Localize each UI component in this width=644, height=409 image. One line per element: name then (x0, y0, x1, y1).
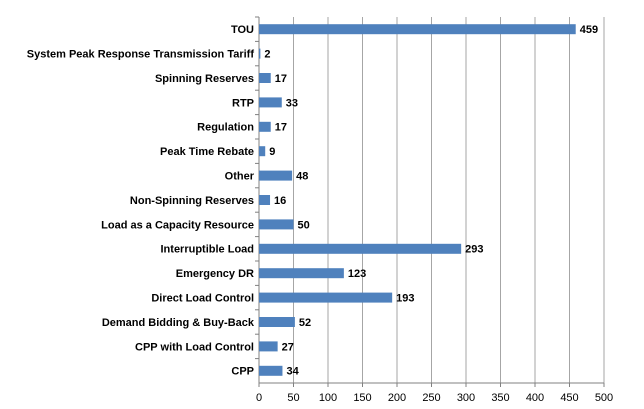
data-label: 34 (286, 366, 299, 378)
data-label: 50 (298, 219, 310, 231)
y-tick-label: CPP (231, 366, 254, 378)
bar (259, 24, 576, 35)
bar (259, 268, 344, 279)
y-tick-label: System Peak Response Transmission Tariff (27, 49, 255, 61)
data-label: 27 (282, 341, 294, 353)
y-tick-label: CPP with Load Control (135, 341, 254, 353)
bar (259, 73, 271, 83)
bar (259, 243, 462, 254)
data-label: 16 (274, 195, 286, 207)
y-tick-label: Other (225, 171, 255, 183)
y-tick-label: RTP (232, 97, 254, 109)
bar (259, 317, 295, 327)
y-tick-label: Regulation (197, 122, 254, 134)
x-tick-label: 200 (388, 392, 406, 404)
bar (259, 97, 282, 108)
bar (259, 146, 266, 157)
y-tick-label: Interruptible Load (161, 244, 255, 256)
data-label: 33 (286, 97, 298, 109)
y-tick-label: Direct Load Control (151, 293, 254, 305)
bar (259, 341, 278, 352)
x-tick-label: 150 (353, 392, 371, 404)
data-label: 9 (269, 146, 275, 158)
data-label: 459 (580, 24, 598, 36)
y-tick-label: TOU (231, 24, 254, 36)
data-label: 293 (465, 244, 483, 256)
y-tick-label: Peak Time Rebate (160, 146, 254, 158)
data-label: 52 (299, 317, 311, 329)
y-tick-label: Spinning Reserves (155, 73, 254, 85)
data-label: 193 (396, 293, 414, 305)
data-label: 17 (275, 122, 287, 134)
bar (259, 121, 271, 132)
y-tick-label: Non-Spinning Reserves (130, 195, 254, 207)
bar (259, 292, 393, 303)
bar (259, 195, 271, 205)
x-tick-label: 250 (422, 392, 440, 404)
bar (259, 48, 261, 59)
data-label: 123 (348, 268, 366, 280)
bar (259, 365, 283, 376)
x-tick-label: 450 (560, 392, 578, 404)
data-label: 17 (275, 73, 287, 85)
bar (259, 219, 294, 230)
x-tick-label: 50 (287, 392, 299, 404)
data-label: 48 (296, 171, 308, 183)
y-tick-label: Demand Bidding & Buy-Back (102, 317, 255, 329)
x-tick-label: 100 (319, 392, 337, 404)
x-tick-label: 500 (595, 392, 613, 404)
x-tick-label: 300 (457, 392, 475, 404)
bar (259, 170, 293, 181)
x-tick-label: 350 (491, 392, 509, 404)
x-tick-label: 0 (256, 392, 262, 404)
data-label: 2 (264, 49, 270, 61)
y-tick-label: Emergency DR (176, 268, 254, 280)
y-tick-label: Load as a Capacity Resource (101, 219, 254, 231)
x-tick-label: 400 (526, 392, 544, 404)
